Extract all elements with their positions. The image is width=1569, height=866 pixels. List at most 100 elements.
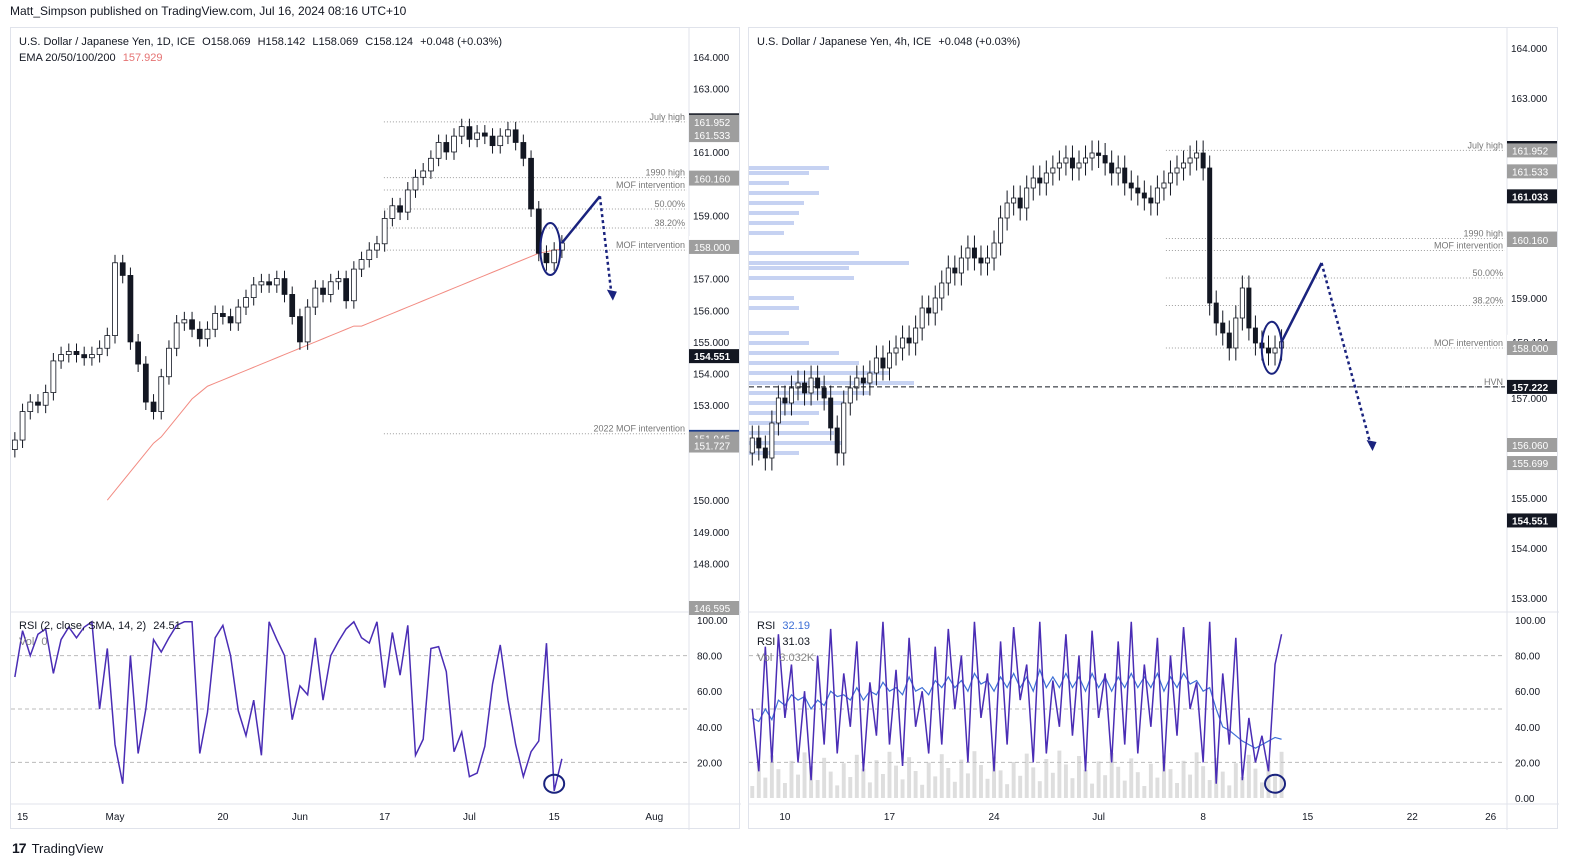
level-label: HVN [1484, 377, 1503, 387]
price-axis-tick: 164.000 [1511, 44, 1548, 55]
candle-body [11, 439, 18, 450]
h4-chart-panel[interactable]: U.S. Dollar / Japanese Yen, 4h, ICE +0.0… [748, 27, 1559, 830]
volume-bar [1096, 761, 1101, 798]
time-axis-tick: 20 [217, 812, 229, 823]
h4-rsi-label: RSI [757, 620, 776, 632]
candle-body [847, 387, 853, 404]
candle-body [320, 287, 326, 295]
volume-bar [1018, 775, 1023, 798]
candle-body [489, 135, 496, 147]
candle-body [166, 347, 172, 378]
volume-bar [789, 760, 794, 798]
volume-profile-bar [749, 441, 844, 445]
volume-bar [769, 755, 774, 798]
price-tag [1507, 513, 1557, 528]
candle-body [1220, 322, 1226, 334]
price-tag [689, 171, 739, 186]
candle-body [119, 262, 126, 276]
ema-label: EMA 20/50/100/200 [19, 52, 116, 64]
candle-body [1266, 347, 1271, 354]
annotation-ellipse [1260, 320, 1283, 375]
daily-chart-panel[interactable]: U.S. Dollar / Japanese Yen, 1D, ICE O158… [10, 27, 741, 830]
volume-bar [1188, 774, 1193, 798]
candle-body [1122, 167, 1128, 184]
h4-vol-label: Vol [757, 652, 773, 664]
price-tag [689, 438, 739, 453]
volume-profile-bar [749, 401, 844, 405]
volume-bar [1109, 753, 1114, 798]
daily-rsi-label: RSI (2, close, SMA, 14, 2) [19, 620, 147, 632]
candle-body [1167, 172, 1173, 184]
time-axis-tick: Jun [292, 812, 308, 823]
volume-bar [1273, 774, 1277, 798]
price-axis-tick: 154.000 [693, 370, 730, 381]
candle-body [304, 306, 311, 343]
annotation-up-arrow-line [560, 195, 601, 244]
candle-body [1037, 177, 1043, 184]
price-tag [689, 349, 739, 364]
volume-bar [756, 763, 761, 798]
volume-profile-bar [749, 341, 809, 345]
volume-bar [1227, 785, 1232, 798]
price-axis-tick: 164.000 [693, 53, 730, 64]
candle-body [1246, 287, 1252, 329]
level-label: 50.00% [1472, 268, 1503, 278]
candle-body [1083, 157, 1089, 164]
volume-bar [1246, 754, 1251, 798]
rsi-axis-tick: 0.00 [1515, 794, 1535, 805]
volume-profile-bar [749, 381, 914, 385]
daily-high: H158.142 [257, 36, 306, 48]
volume-profile-bar [749, 296, 794, 300]
price-axis-tick: 153.000 [1511, 594, 1548, 605]
volume-bar [1083, 769, 1088, 798]
candle-body [42, 392, 49, 406]
volume-bar [1103, 775, 1108, 798]
volume-bar [1142, 786, 1147, 798]
price-tag-label: 161.533 [694, 131, 731, 142]
candle-body [458, 126, 465, 137]
time-axis-tick: 26 [1485, 812, 1497, 823]
price-tag-label: 161.533 [1512, 167, 1549, 178]
daily-low: L158.069 [312, 36, 359, 48]
rsi-sma-line [751, 667, 1282, 749]
candle-body [913, 327, 919, 344]
h4-chart-title: U.S. Dollar / Japanese Yen, 4h, ICE [757, 36, 932, 48]
volume-bar [1005, 784, 1010, 798]
publish-header: Matt_Simpson published on TradingView.co… [10, 4, 407, 18]
volume-bar [848, 777, 853, 798]
h4-vol-legend: Vol 3.032K [757, 652, 818, 664]
volume-bar [920, 784, 925, 798]
candle-body [1030, 177, 1036, 189]
volume-bar [1155, 777, 1160, 798]
candle-body [220, 313, 226, 317]
candle-body [243, 297, 249, 308]
candle-body [828, 397, 834, 429]
candle-body [389, 205, 396, 219]
price-tag-label: 154.551 [1512, 516, 1549, 527]
volume-bar [933, 776, 938, 798]
price-axis-tick: 163.000 [1511, 94, 1548, 105]
volume-bar [1116, 766, 1121, 798]
candle-body [528, 157, 534, 210]
candle-body [435, 142, 442, 159]
candle-body [1128, 182, 1134, 189]
volume-bar [959, 759, 964, 798]
time-axis-tick: 17 [884, 812, 896, 823]
candle-body [520, 142, 527, 159]
candle-body [551, 249, 558, 264]
annotation-ellipse [539, 222, 562, 277]
candle-body [297, 316, 303, 343]
candle-body [939, 282, 945, 299]
candle-body [512, 129, 519, 143]
price-tag-label: 155.699 [1512, 459, 1549, 470]
candle-body [1207, 167, 1213, 304]
candle-body [127, 275, 134, 343]
volume-bar [1161, 755, 1166, 798]
volume-profile-bar [749, 261, 909, 265]
price-axis-tick: 155.000 [693, 338, 730, 349]
volume-bar [1090, 783, 1095, 798]
time-axis-tick: 10 [779, 812, 791, 823]
candle-body [150, 401, 157, 412]
candle-body [906, 337, 912, 344]
volume-bar [802, 752, 807, 798]
